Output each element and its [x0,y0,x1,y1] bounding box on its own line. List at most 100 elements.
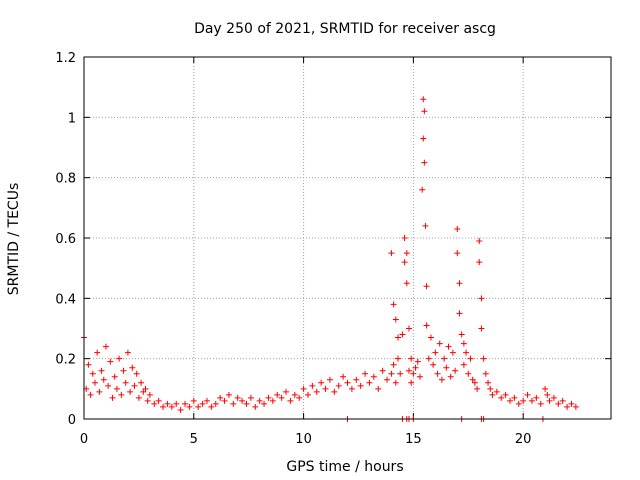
data-point [555,400,562,407]
data-point [452,367,459,374]
data-point [390,301,397,308]
data-point [421,108,428,115]
data-point [353,376,360,383]
data-point [425,355,432,362]
y-tick-label: 0 [68,413,76,428]
data-point [421,159,428,166]
data-point [463,349,470,356]
data-point [471,379,478,386]
data-point [348,385,355,392]
data-point [533,394,540,401]
data-point [436,340,443,347]
data-point [212,400,219,407]
data-point [502,391,509,398]
data-point [397,370,404,377]
data-point [89,370,96,377]
data-point [366,379,373,386]
data-point [487,385,494,392]
y-tick-label: 0.8 [55,172,76,187]
data-point [416,373,423,380]
data-point [256,397,263,404]
data-point [550,394,557,401]
data-point [164,400,171,407]
data-point [186,403,193,410]
data-point [460,340,467,347]
data-point [388,250,395,257]
data-point [124,349,131,356]
data-point [412,364,419,371]
data-point [441,355,448,362]
data-point [190,397,197,404]
data-point [274,391,281,398]
x-tick-label: 15 [405,432,422,447]
data-point [265,394,272,401]
data-point [96,388,103,395]
data-point [447,373,454,380]
data-point [243,400,250,407]
data-point [87,391,94,398]
data-points [81,96,579,422]
data-point [405,325,412,332]
data-point [474,385,481,392]
data-point [434,370,441,377]
data-point [485,379,492,386]
x-tick-label: 10 [295,432,312,447]
data-point [133,370,140,377]
data-point [131,382,138,389]
data-point [135,394,142,401]
data-point [478,295,485,302]
data-point [498,394,505,401]
y-tick-label: 0.4 [55,292,76,307]
data-point [465,370,472,377]
data-point [403,280,410,287]
data-point [427,334,434,341]
data-point [476,259,483,266]
x-tick-label: 0 [80,432,88,447]
data-point [203,397,210,404]
data-point [278,394,285,401]
data-point [102,343,109,350]
data-point [403,250,410,257]
y-tick-label: 1 [68,111,76,126]
data-point [399,331,406,338]
data-point [454,225,461,232]
data-point [252,403,259,410]
data-point [230,400,237,407]
data-point [155,397,162,404]
data-point [300,385,307,392]
data-point [177,406,184,413]
data-point [287,397,294,404]
data-point [283,388,290,395]
data-point [195,403,202,410]
data-point [160,403,167,410]
data-point [401,235,408,241]
data-point [388,370,395,377]
data-point [454,250,461,257]
data-point [138,379,145,386]
data-point [318,379,325,386]
data-point [445,343,452,350]
data-point [410,370,417,377]
data-point [291,391,298,398]
data-point [182,400,189,407]
data-point [113,385,120,392]
data-point [120,367,127,374]
data-point [85,361,92,368]
data-point [480,355,487,362]
data-point [111,373,118,380]
data-point [344,379,351,386]
y-tick-label: 1.2 [55,51,76,66]
data-point [520,397,527,404]
x-tick-label: 5 [190,432,198,447]
data-point [405,367,412,374]
data-point [357,382,364,389]
data-point [572,403,579,410]
data-point [261,400,268,407]
data-point [109,394,116,401]
data-point [304,391,311,398]
data-point [395,334,402,341]
data-point [313,388,320,395]
data-point [146,391,153,398]
data-point [221,397,228,404]
